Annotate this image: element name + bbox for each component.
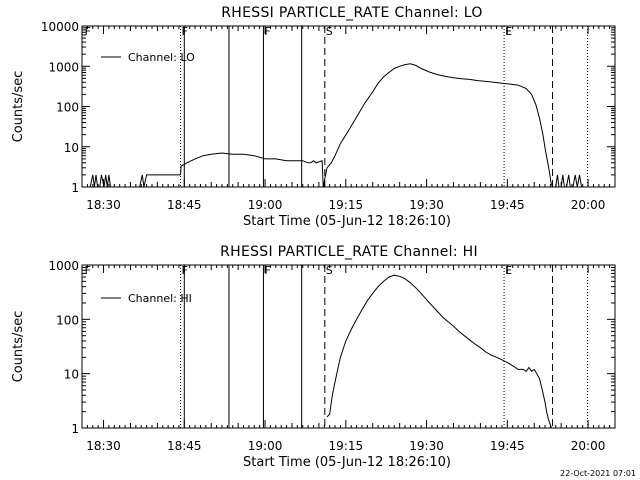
chart-title: RHESSI PARTICLE_RATE Channel: LO bbox=[221, 5, 482, 21]
event-flag-label: F bbox=[85, 25, 91, 38]
x-tick-label: 18:45 bbox=[167, 198, 202, 212]
y-tick-label: 1 bbox=[71, 181, 79, 195]
event-markers: FFSEF bbox=[85, 264, 589, 428]
y-tick-label: 10 bbox=[64, 141, 79, 155]
series-line bbox=[326, 274, 552, 429]
series-line bbox=[180, 63, 553, 188]
x-tick-label: 19:15 bbox=[329, 198, 364, 212]
x-axis-ticks: 18:30 18:45 19:00 19:15 19:30 19:45 20:00 bbox=[81, 26, 616, 212]
x-tick-label: 19:00 bbox=[248, 198, 283, 212]
x-tick-label: 18:30 bbox=[86, 439, 121, 453]
y-tick-label: 1000 bbox=[48, 60, 79, 74]
y-axis-ticks: 1 10 100 1000 10000 bbox=[41, 20, 615, 195]
y-tick-label: 1 bbox=[71, 422, 79, 436]
x-tick-label: 20:00 bbox=[571, 439, 606, 453]
chart-panel-lo: RHESSI PARTICLE_RATE Channel: LO Counts/… bbox=[11, 5, 616, 229]
x-tick-label: 19:00 bbox=[248, 439, 283, 453]
event-flag-label: F bbox=[264, 25, 270, 38]
x-tick-label: 19:30 bbox=[409, 198, 444, 212]
x-tick-label: 18:30 bbox=[86, 198, 121, 212]
x-tick-label: 19:15 bbox=[329, 439, 364, 453]
plot-frame bbox=[81, 264, 616, 429]
x-tick-label: 19:45 bbox=[490, 198, 525, 212]
series-line bbox=[552, 174, 583, 188]
series-line bbox=[82, 174, 181, 188]
timestamp-label: 22-Oct-2021 07:01 bbox=[560, 469, 636, 478]
event-flag-label: S bbox=[326, 264, 333, 277]
y-axis-ticks: 1 10 100 1000 bbox=[48, 259, 615, 436]
chart-title: RHESSI PARTICLE_RATE Channel: HI bbox=[220, 244, 478, 260]
x-tick-label: 19:45 bbox=[490, 439, 525, 453]
y-tick-label: 1000 bbox=[48, 259, 79, 273]
event-markers: FFSEF bbox=[85, 25, 589, 187]
y-tick-label: 100 bbox=[56, 313, 79, 327]
event-flag-label: F bbox=[264, 264, 270, 277]
event-flag-label: E bbox=[505, 264, 512, 277]
y-tick-label: 10000 bbox=[41, 20, 79, 34]
x-tick-label: 20:00 bbox=[571, 198, 606, 212]
y-axis-label: Counts/sec bbox=[11, 71, 26, 143]
event-flag-label: S bbox=[326, 25, 333, 38]
y-tick-label: 100 bbox=[56, 101, 79, 115]
x-axis-ticks: 18:30 18:45 19:00 19:15 19:30 19:45 20:00 bbox=[81, 265, 616, 453]
legend-label: Channel: LO bbox=[128, 51, 195, 64]
x-axis-label: Start Time (05-Jun-12 18:26:10) bbox=[243, 455, 451, 470]
chart-panel-hi: RHESSI PARTICLE_RATE Channel: HI Counts/… bbox=[11, 244, 616, 470]
data-series bbox=[82, 63, 583, 188]
legend-label: Channel: HI bbox=[128, 292, 192, 305]
x-tick-label: 19:30 bbox=[409, 439, 444, 453]
x-tick-label: 18:45 bbox=[167, 439, 202, 453]
x-axis-label: Start Time (05-Jun-12 18:26:10) bbox=[243, 214, 451, 229]
event-flag-label: E bbox=[505, 25, 512, 38]
y-tick-label: 10 bbox=[64, 368, 79, 382]
event-flag-label: F bbox=[85, 264, 91, 277]
y-axis-label: Counts/sec bbox=[11, 311, 26, 383]
data-series bbox=[326, 274, 552, 429]
